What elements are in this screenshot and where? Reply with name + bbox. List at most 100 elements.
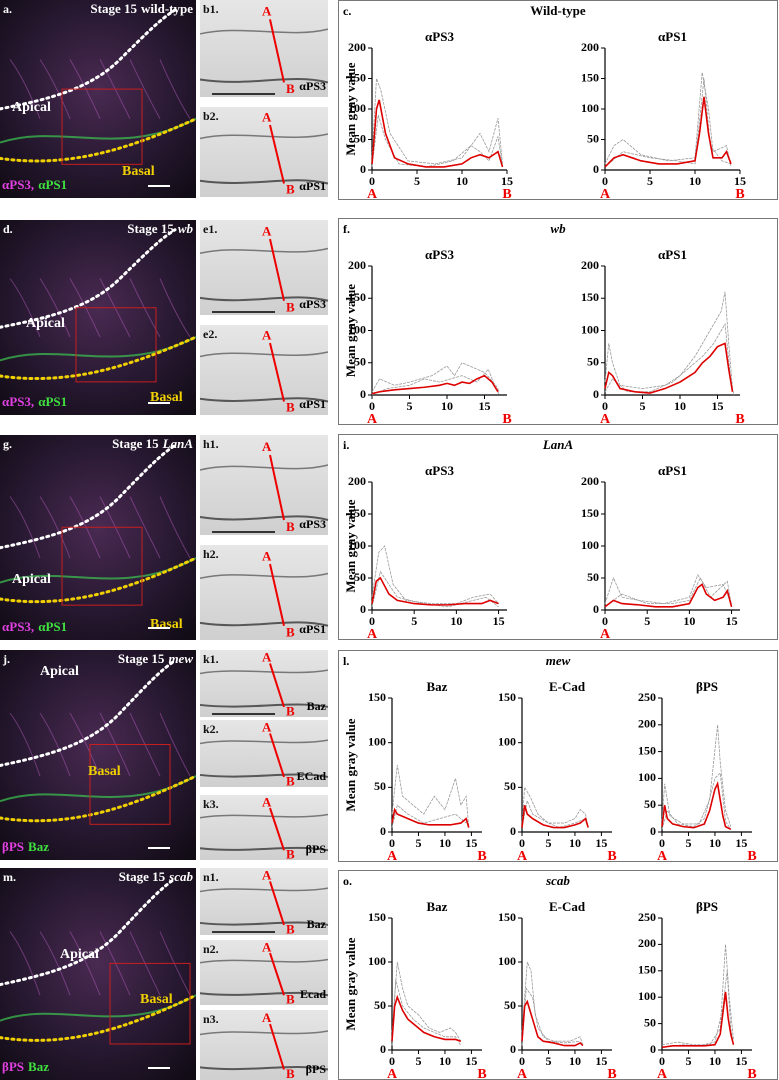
x-tick-label: 10 [450,614,462,628]
cell-outline [99,931,131,996]
y-tick-label: 150 [498,690,516,704]
y-tick-label: 150 [348,70,366,84]
cell-outline [159,496,191,559]
x-tick-label: 5 [545,1054,551,1068]
y-axis-label: Mean gray value [343,937,358,1030]
y-tick-label: 200 [581,258,599,272]
cell-outline [159,59,191,120]
axis-start: A [600,412,611,427]
mean-profile [661,991,735,1049]
x-tick-label: 10 [674,399,686,413]
stain-label: αPS3, [2,177,34,192]
panel-label: o. [343,874,352,888]
y-tick-label: 150 [368,910,386,924]
genotype: wb [178,221,194,236]
y-tick-label: 50 [587,570,599,584]
inset-stain: Baz [307,917,327,931]
stage: Stage 15 [127,221,174,236]
axis-start: A [367,187,378,202]
profile-trace [371,78,503,165]
x-tick-label: 15 [735,1054,747,1068]
x-tick-label: 0 [369,614,375,628]
profile-trace [604,573,732,605]
cell-outline [129,59,161,120]
inset-membrane [199,773,329,778]
y-tick-label: 0 [360,387,366,401]
y-tick-label: 150 [581,70,599,84]
profile-line [269,454,285,521]
profile-trace [521,786,589,828]
inset-membrane [199,464,329,471]
profile-line [269,663,285,708]
axis-start: A [387,849,398,864]
profile-trace [604,577,732,608]
inset-stain: αPS1 [299,622,326,636]
x-tick-label: 0 [659,1054,665,1068]
cell-outline [159,278,191,338]
axis-start: A [517,849,528,864]
region-box [61,526,143,606]
point-b: B [286,624,295,639]
cell-outline [39,59,71,119]
point-b: B [286,773,295,788]
axis-start: A [387,1067,398,1080]
x-tick-label: 15 [734,174,746,188]
y-tick-label: 100 [498,734,516,748]
x-tick-label: 5 [411,614,417,628]
y-tick-label: 50 [644,797,656,811]
stage: Stage 15 [118,651,165,666]
chart-panel [338,218,778,425]
mean-profile [604,96,732,168]
profile-trace [391,764,470,828]
y-tick-label: 150 [581,506,599,520]
x-tick-label: 5 [644,614,650,628]
y-tick-label: 0 [510,1042,516,1056]
x-tick-label: 15 [712,399,724,413]
y-tick-label: 100 [498,954,516,968]
cell-outline [99,712,131,777]
x-tick-label: 0 [602,614,608,628]
micrograph [0,220,196,415]
y-tick-label: 200 [638,936,656,950]
y-tick-label: 100 [581,322,599,336]
profile-trace [371,362,500,392]
point-a: A [262,223,272,238]
basal-label: Basal [88,764,121,779]
inset-stain: Baz [307,699,327,713]
axis-start: A [517,1067,528,1080]
inset-label: k1. [203,652,219,666]
point-a: A [262,328,272,343]
y-tick-label: 0 [650,1042,656,1056]
y-tick-label: 100 [638,770,656,784]
profile-trace [391,804,467,828]
panel-label: a. [3,2,12,16]
y-tick-label: 100 [348,538,366,552]
x-tick-label: 10 [689,174,701,188]
inset-stain: αPS3 [299,517,326,531]
inset-membrane [199,958,329,964]
apical-outline [0,228,177,329]
inset-label: b1. [203,2,219,16]
x-tick-label: 5 [545,836,551,850]
plot-title: βPS [696,899,718,914]
panel-label: c. [343,4,351,18]
y-tick-label: 50 [354,570,366,584]
apical-label: Apical [12,100,51,115]
x-tick-label: 0 [519,836,525,850]
y-tick-label: 150 [348,506,366,520]
profile-trace [604,78,732,168]
profile-trace [391,961,462,1042]
profile-trace [661,944,734,1046]
chart-title: mew [546,653,571,668]
y-tick-label: 50 [504,779,516,793]
stain-label: βPS [2,839,24,854]
axis-end: B [607,849,616,864]
stain-label: βPS [2,1059,24,1074]
profile-trace [661,772,732,830]
panel-label: j. [2,652,10,666]
x-tick-label: 0 [369,399,375,413]
panel-label: i. [343,438,349,452]
x-tick-label: 10 [439,836,451,850]
mean-profile [604,583,733,608]
axis-start: A [367,412,378,427]
